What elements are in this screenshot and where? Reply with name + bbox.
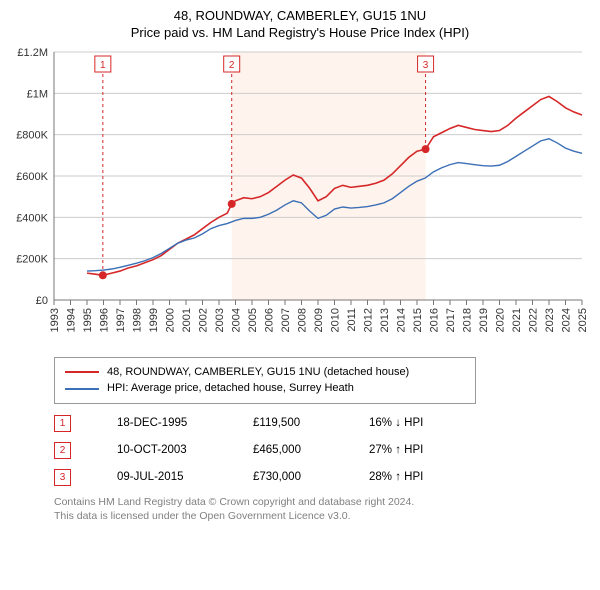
legend-item: HPI: Average price, detached house, Surr… [65,380,465,397]
svg-text:2002: 2002 [198,308,210,332]
svg-text:2004: 2004 [231,308,243,332]
svg-text:1999: 1999 [148,308,160,332]
svg-text:1: 1 [100,60,106,71]
svg-text:£800K: £800K [16,129,48,141]
chart-title: 48, ROUNDWAY, CAMBERLEY, GU15 1NU [10,8,590,25]
legend-box: 48, ROUNDWAY, CAMBERLEY, GU15 1NU (detac… [54,357,476,404]
svg-text:2022: 2022 [528,308,540,332]
svg-text:1998: 1998 [132,308,144,332]
svg-text:£600K: £600K [16,171,48,183]
transaction-date: 09-JUL-2015 [117,471,207,483]
transaction-diff: 16% ↓ HPI [369,417,459,429]
transaction-row: 1 18-DEC-1995 £119,500 16% ↓ HPI [54,410,590,437]
svg-text:2010: 2010 [330,308,342,332]
svg-text:2003: 2003 [214,308,226,332]
legend-label: HPI: Average price, detached house, Surr… [107,380,354,397]
svg-text:3: 3 [423,60,429,71]
chart-subtitle: Price paid vs. HM Land Registry's House … [10,25,590,42]
svg-text:2: 2 [229,60,235,71]
line-chart-svg: £0 £200K £400K £600K £800K £1M £1.2M 1993 1994 19… [10,46,590,346]
svg-text:£0: £0 [36,295,48,307]
svg-text:2001: 2001 [181,308,193,332]
transaction-price: £730,000 [253,471,323,483]
svg-text:2025: 2025 [577,308,589,332]
svg-text:2007: 2007 [280,308,292,332]
svg-text:£1M: £1M [27,88,48,100]
svg-text:1994: 1994 [66,308,78,332]
legend-item: 48, ROUNDWAY, CAMBERLEY, GU15 1NU (detac… [65,364,465,381]
svg-text:2024: 2024 [561,308,573,332]
svg-text:2012: 2012 [363,308,375,332]
svg-text:2018: 2018 [462,308,474,332]
svg-text:1997: 1997 [115,308,127,332]
svg-text:£200K: £200K [16,253,48,265]
svg-text:2014: 2014 [396,308,408,332]
svg-text:2006: 2006 [264,308,276,332]
transaction-diff: 27% ↑ HPI [369,444,459,456]
transaction-diff: 28% ↑ HPI [369,471,459,483]
svg-text:2021: 2021 [511,308,523,332]
figure-container: 48, ROUNDWAY, CAMBERLEY, GU15 1NU Price … [0,0,600,590]
svg-text:£1.2M: £1.2M [17,47,48,59]
svg-text:2008: 2008 [297,308,309,332]
transaction-row: 2 10-OCT-2003 £465,000 27% ↑ HPI [54,437,590,464]
transaction-row: 3 09-JUL-2015 £730,000 28% ↑ HPI [54,464,590,491]
transaction-price: £465,000 [253,444,323,456]
transaction-price: £119,500 [253,417,323,429]
svg-text:1995: 1995 [82,308,94,332]
svg-text:1996: 1996 [99,308,111,332]
svg-text:2005: 2005 [247,308,259,332]
svg-text:2015: 2015 [412,308,424,332]
transaction-date: 10-OCT-2003 [117,444,207,456]
svg-text:2000: 2000 [165,308,177,332]
svg-text:2020: 2020 [495,308,507,332]
chart-area: £0 £200K £400K £600K £800K £1M £1.2M 1993 1994 19… [10,46,590,351]
svg-text:2019: 2019 [478,308,490,332]
transaction-marker: 2 [54,442,71,459]
footer-line: Contains HM Land Registry data © Crown c… [54,495,590,509]
svg-text:2023: 2023 [544,308,556,332]
svg-text:1993: 1993 [49,308,61,332]
footer-line: This data is licensed under the Open Gov… [54,509,590,523]
svg-text:£400K: £400K [16,212,48,224]
transaction-marker: 1 [54,415,71,432]
svg-text:2016: 2016 [429,308,441,332]
svg-text:2017: 2017 [445,308,457,332]
transaction-date: 18-DEC-1995 [117,417,207,429]
transaction-marker: 3 [54,469,71,486]
svg-text:2009: 2009 [313,308,325,332]
attribution-footer: Contains HM Land Registry data © Crown c… [54,495,590,523]
legend-label: 48, ROUNDWAY, CAMBERLEY, GU15 1NU (detac… [107,364,409,381]
svg-text:2013: 2013 [379,308,391,332]
svg-text:2011: 2011 [346,308,358,332]
legend-swatch [65,388,99,390]
transaction-table: 1 18-DEC-1995 £119,500 16% ↓ HPI 2 10-OCT-200… [54,410,590,491]
legend-swatch [65,371,99,373]
